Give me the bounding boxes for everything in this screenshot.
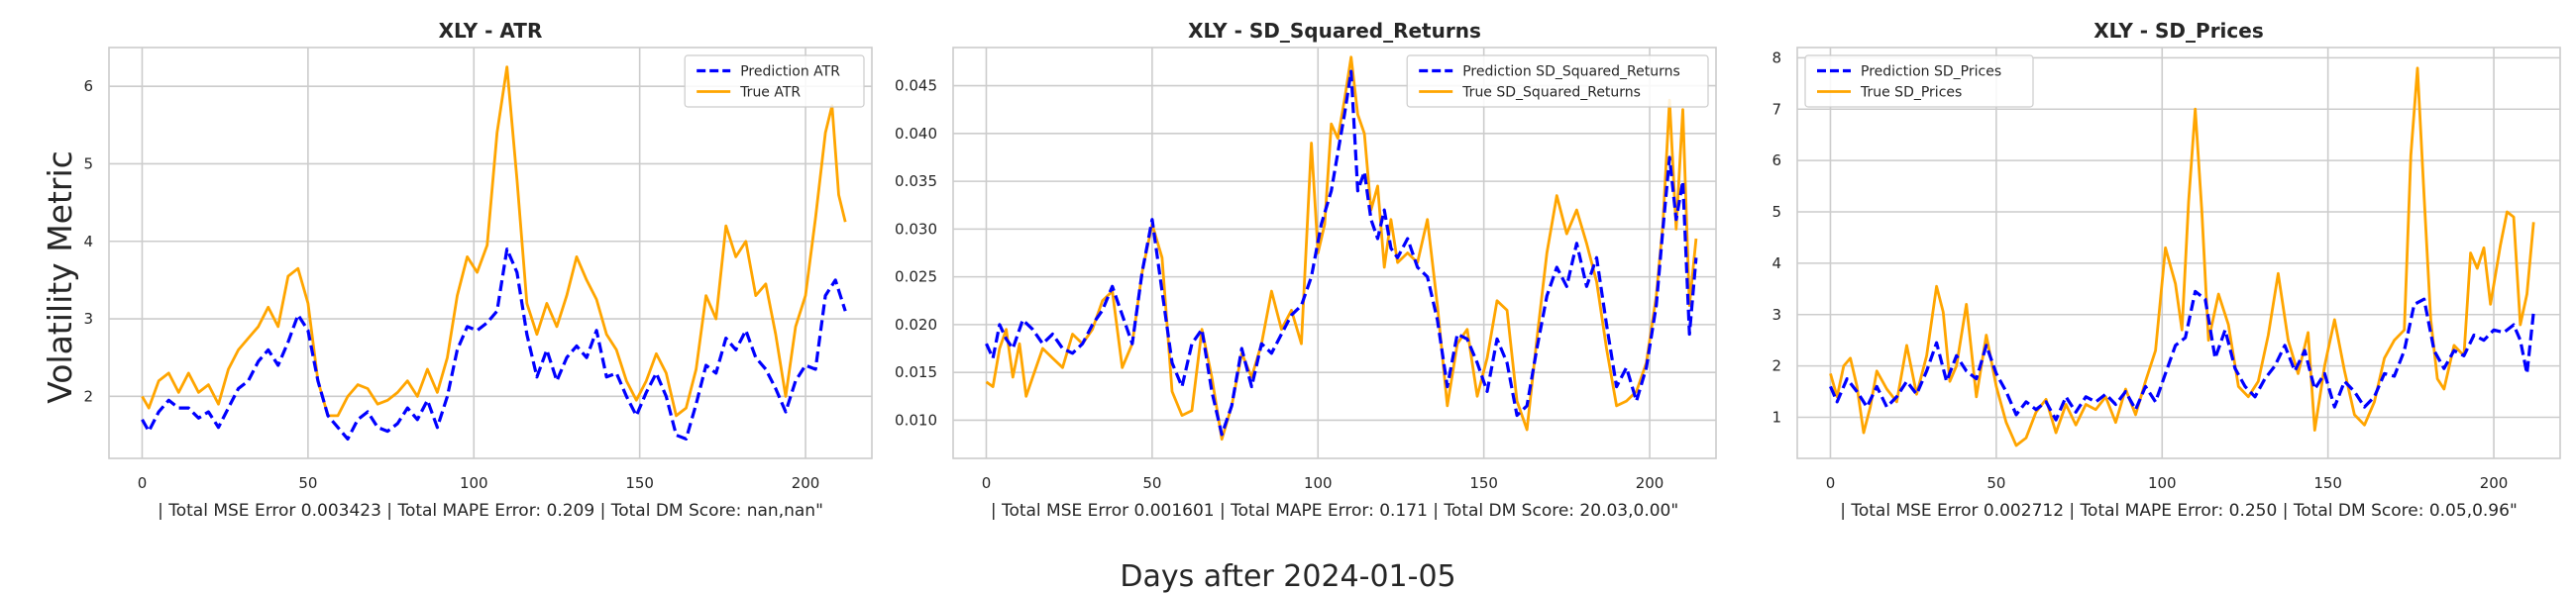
series-line-true [1829, 66, 2535, 447]
series-line-prediction [1829, 289, 2535, 422]
y-tick-label: 0.040 [895, 125, 937, 143]
x-tick-label: 150 [625, 474, 654, 492]
y-tick-label: 6 [1771, 151, 1781, 169]
series-line-true [141, 65, 847, 418]
y-tick-label: 0.035 [895, 172, 937, 190]
y-tick-label: 0.030 [895, 220, 937, 238]
legend-box [1406, 54, 1709, 108]
x-tick-label: 200 [1636, 474, 1664, 492]
series-line-prediction [141, 248, 847, 441]
y-tick-label: 3 [1771, 306, 1781, 324]
y-tick-label: 5 [1771, 203, 1781, 221]
y-tick-label: 7 [1771, 100, 1781, 118]
plot-area [1797, 48, 2560, 458]
y-tick-label: 8 [1771, 49, 1781, 66]
legend-label: Prediction SD_Squared_Returns [1462, 64, 1680, 80]
plot-frame [952, 47, 1717, 459]
figure-xlabel: Days after 2024-01-05 [1120, 559, 1455, 594]
x-tick-label: 150 [2313, 474, 2342, 492]
chart-title: XLY - SD_Prices [2093, 19, 2263, 43]
figure-ylabel: Volatility Metric [41, 150, 79, 404]
legend-label: Prediction ATR [740, 64, 840, 80]
chart-footer-stats: | Total MSE Error 0.002712 | Total MAPE … [1840, 501, 2518, 521]
legend-label: True ATR [739, 85, 801, 101]
chart-title: XLY - ATR [439, 19, 543, 43]
series-line-prediction [985, 69, 1698, 437]
chart-title: XLY - SD_Squared_Returns [1188, 19, 1481, 43]
plot-frame [1796, 47, 2561, 459]
y-tick-label: 4 [83, 233, 93, 250]
x-tick-label: 200 [2480, 474, 2509, 492]
x-tick-label: 50 [298, 474, 317, 492]
y-tick-label: 2 [83, 387, 93, 405]
y-tick-label: 0.015 [895, 363, 937, 381]
y-tick-label: 0.020 [895, 316, 937, 334]
legend-label: True SD_Squared_Returns [1461, 85, 1641, 101]
x-tick-label: 50 [1986, 474, 2005, 492]
plot-frame [108, 47, 873, 459]
legend-box [684, 54, 865, 108]
x-tick-label: 150 [1469, 474, 1498, 492]
chart-footer-stats: | Total MSE Error 0.001601 | Total MAPE … [991, 501, 1678, 521]
y-tick-label: 0.025 [895, 268, 937, 286]
x-tick-label: 200 [792, 474, 820, 492]
y-tick-label: 1 [1771, 409, 1781, 427]
legend: Prediction SD_Squared_Returns True SD_Squ… [1406, 54, 1709, 108]
legend-label: Prediction SD_Prices [1861, 64, 2001, 80]
y-tick-label: 0.045 [895, 77, 937, 95]
x-tick-label: 100 [460, 474, 488, 492]
x-tick-label: 0 [138, 474, 148, 492]
x-tick-label: 100 [1304, 474, 1333, 492]
y-tick-label: 4 [1771, 254, 1781, 272]
y-tick-label: 0.010 [895, 411, 937, 429]
chart-footer-stats: | Total MSE Error 0.003423 | Total MAPE … [158, 501, 823, 521]
x-tick-label: 100 [2148, 474, 2177, 492]
plot-area [953, 48, 1716, 458]
y-tick-label: 2 [1771, 357, 1781, 375]
y-tick-label: 6 [83, 77, 93, 95]
legend: Prediction ATR True ATR [684, 54, 865, 108]
x-tick-label: 0 [982, 474, 992, 492]
x-tick-label: 0 [1826, 474, 1836, 492]
chart-panel: 0 50 100 150 200 0.010 0.015 0.020 0.025 0.030 0.0… [895, 19, 1717, 521]
legend: Prediction SD_Prices True SD_Prices [1804, 54, 2034, 108]
chart-panel: 0 50 100 150 200 2 3 4 5 6 XLY - ATR | Total MSE Er… [83, 19, 873, 521]
legend-label: True SD_Prices [1860, 85, 1962, 101]
y-tick-label: 5 [83, 154, 93, 172]
legend-box [1804, 54, 2034, 108]
x-tick-label: 50 [1142, 474, 1161, 492]
chart-panel: 0 50 100 150 200 1 2 3 4 5 6 7 8 XLY - SD_Prices | Tot… [1771, 19, 2561, 521]
y-tick-label: 3 [83, 310, 93, 328]
